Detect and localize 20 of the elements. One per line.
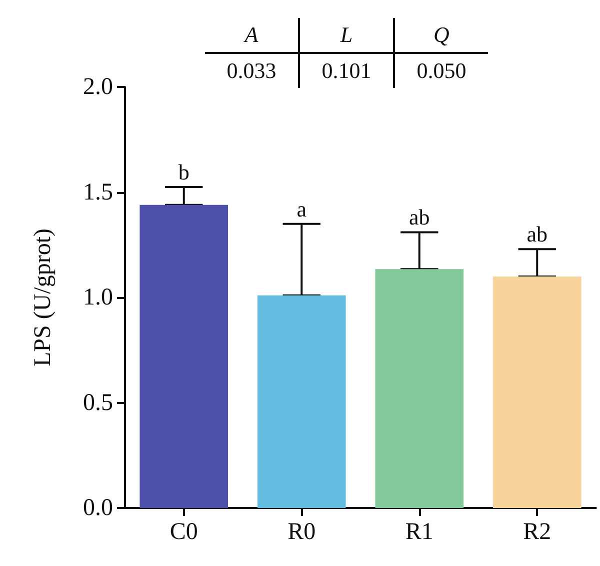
y-axis-title: LPS (U/gprot) — [30, 228, 56, 366]
text: 0.033 — [226, 57, 278, 85]
y-tick-label: 0.5 — [83, 390, 113, 416]
x-tick-label: R1 — [405, 519, 434, 545]
text: 0.101 — [299, 53, 394, 88]
annotation: b — [178, 159, 190, 184]
annotation: a — [296, 196, 307, 222]
annotation: ab — [526, 222, 548, 247]
x-tick-label: R2 — [523, 519, 552, 545]
y-tick-label: 0.0 — [83, 495, 113, 521]
text: 0.050 — [394, 53, 488, 88]
text: A — [205, 18, 299, 53]
annotation: ab — [408, 204, 430, 230]
y-tick-label: 2.0 — [83, 74, 113, 100]
y-tick-label: 1.5 — [83, 179, 113, 206]
text: Q — [394, 18, 488, 53]
x-tick-label: R0 — [288, 519, 316, 545]
text: L — [299, 18, 394, 53]
x-tick-label: C0 — [170, 519, 198, 545]
y-tick-label: 1.0 — [83, 284, 113, 310]
